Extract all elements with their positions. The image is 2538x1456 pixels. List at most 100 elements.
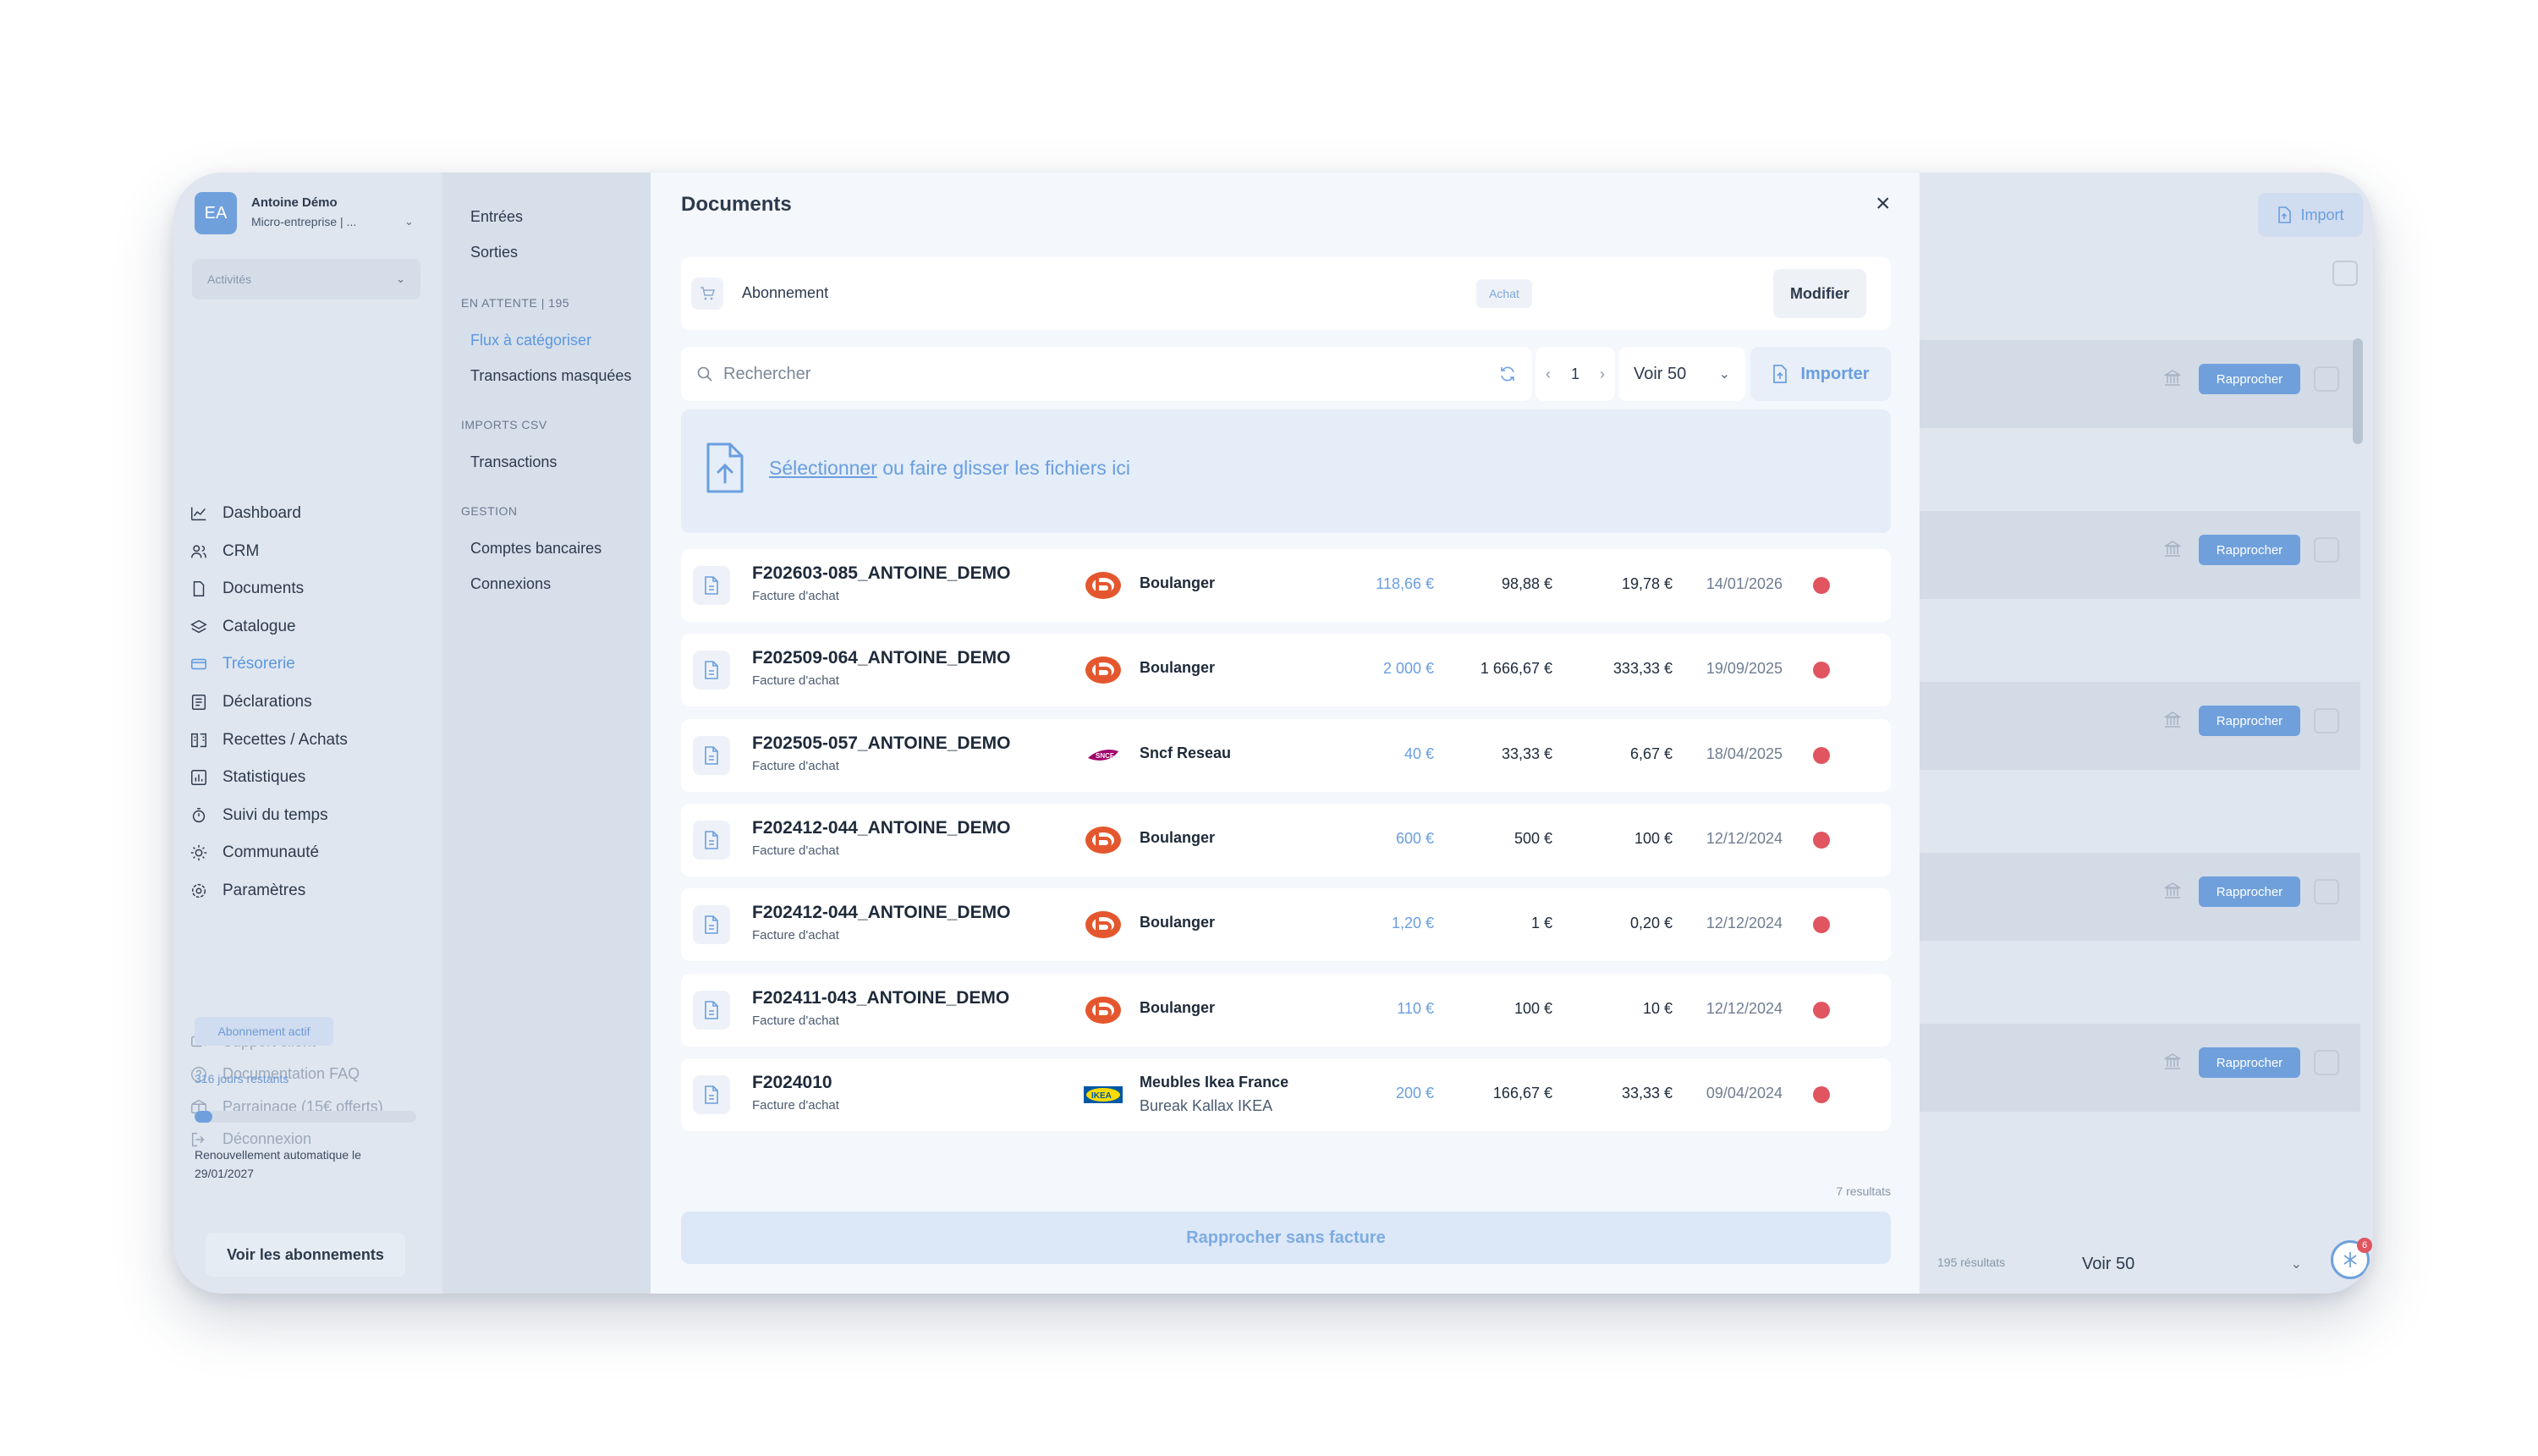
bank-icon[interactable] xyxy=(2163,1052,2182,1075)
status-dot xyxy=(1813,916,1830,934)
amount-ht: 500 € xyxy=(1513,829,1552,847)
avatar[interactable]: EA xyxy=(195,192,237,234)
view-subscriptions-button[interactable]: Voir les abonnements xyxy=(206,1233,405,1277)
search-input[interactable]: Rechercher xyxy=(723,364,811,383)
sidebar-item-documents[interactable]: Documents xyxy=(189,573,426,605)
row-checkbox[interactable] xyxy=(2314,537,2339,563)
search-icon xyxy=(697,366,712,382)
modify-button[interactable]: Modifier xyxy=(1773,269,1866,318)
document-icon xyxy=(693,1074,730,1114)
activities-select[interactable]: Activités ⌄ xyxy=(192,259,420,299)
sidebar-item-trésorerie[interactable]: Trésorerie xyxy=(189,648,426,680)
import-button-bg[interactable]: Import xyxy=(2258,193,2363,237)
document-date: 14/01/2026 xyxy=(1706,575,1783,592)
amount-ttc: 40 € xyxy=(1404,744,1434,762)
sidebar-item-label: Trésorerie xyxy=(222,655,295,673)
logout-icon xyxy=(189,1129,209,1150)
document-date: 12/12/2024 xyxy=(1706,829,1783,847)
supplier-name: Boulanger xyxy=(1140,998,1216,1016)
document-name: F202412-044_ANTOINE_DEMO xyxy=(752,903,1011,923)
file-dropzone[interactable]: Sélectionner ou faire glisser les fichie… xyxy=(681,409,1891,533)
bank-icon[interactable] xyxy=(2163,882,2182,904)
gear-icon xyxy=(189,881,209,901)
row-checkbox[interactable] xyxy=(2314,1050,2339,1075)
scrollbar[interactable] xyxy=(2353,338,2363,444)
document-type: Facture d'achat xyxy=(752,1097,839,1113)
supplier-name: Boulanger xyxy=(1140,659,1216,677)
import-button[interactable]: Importer xyxy=(1750,347,1891,401)
document-row[interactable]: F202412-044_ANTOINE_DEMO Facture d'achat B… xyxy=(681,803,1891,876)
reconcile-button[interactable]: Rapprocher xyxy=(2199,876,2300,907)
sidebar-item-label: Paramètres xyxy=(222,882,306,899)
close-icon[interactable]: × xyxy=(1876,190,1891,217)
sidebar-item-param-tres[interactable]: Paramètres xyxy=(189,875,426,907)
per-page-select[interactable]: Voir 50 ⌄ xyxy=(1618,347,1745,401)
subnav-exits[interactable]: Sorties xyxy=(470,244,519,261)
footer-link-label: Parrainage (15€ offerts) xyxy=(222,1097,383,1115)
reconcile-without-invoice-button[interactable]: Rapprocher sans facture xyxy=(681,1212,1891,1264)
document-type: Facture d'achat xyxy=(752,673,839,689)
document-type: Facture d'achat xyxy=(752,589,839,603)
status-dot xyxy=(1813,577,1830,594)
supplier-logo-boulanger xyxy=(1084,824,1123,856)
status-dot xyxy=(1813,831,1830,849)
user-company[interactable]: Micro-entreprise | ... xyxy=(251,215,357,228)
sidebar-item-communauté[interactable]: Communauté xyxy=(189,837,426,869)
sidebar-item-crm[interactable]: CRM xyxy=(189,536,426,568)
chevron-right-icon[interactable]: › xyxy=(1599,365,1605,382)
amount-ttc: 118,66 € xyxy=(1376,575,1434,592)
sidebar-item-déclarations[interactable]: Déclarations xyxy=(189,686,426,718)
subnav-entries[interactable]: Entrées xyxy=(470,208,524,225)
bank-icon[interactable] xyxy=(2163,540,2182,563)
document-row[interactable]: F2024010 Facture d'achat IKEA Meubles Ikea … xyxy=(681,1058,1891,1131)
footer-link-1[interactable]: Documentation FAQ xyxy=(189,1058,426,1091)
subnav-bank-accounts[interactable]: Comptes bancaires xyxy=(470,540,602,557)
layers-icon xyxy=(189,617,209,637)
subnav-csv-header: IMPORTS CSV xyxy=(461,418,547,431)
row-checkbox[interactable] xyxy=(2314,708,2339,733)
results-count: 7 resultats xyxy=(1836,1184,1891,1198)
row-checkbox[interactable] xyxy=(2314,366,2339,392)
bank-icon[interactable] xyxy=(2163,369,2182,392)
document-row[interactable]: F202603-085_ANTOINE_DEMO Facture d'achat B… xyxy=(681,549,1891,622)
select-files-link[interactable]: Sélectionner xyxy=(769,457,877,479)
user-name[interactable]: Antoine Démo xyxy=(251,195,338,210)
sidebar-item-label: Statistiques xyxy=(222,768,306,787)
supplier-name: Boulanger xyxy=(1140,574,1216,591)
document-row[interactable]: F202411-043_ANTOINE_DEMO Facture d'achat B… xyxy=(681,973,1891,1047)
chevron-left-icon[interactable]: ‹ xyxy=(1545,365,1551,382)
sidebar-item-statistiques[interactable]: Statistiques xyxy=(189,761,426,794)
upload-file-icon xyxy=(705,442,745,498)
subnav-to-categorize[interactable]: Flux à catégoriser xyxy=(470,332,592,349)
page-number[interactable]: 1 xyxy=(1570,365,1579,382)
document-row[interactable]: F202412-044_ANTOINE_DEMO Facture d'achat B… xyxy=(681,888,1891,962)
amount-ttc: 2 000 € xyxy=(1382,660,1434,678)
sidebar-item-suivi-du-temps[interactable]: Suivi du temps xyxy=(189,799,426,832)
document-icon xyxy=(693,566,730,605)
sidebar-item-recettes-achats[interactable]: Recettes / Achats xyxy=(189,724,426,756)
subnav-masked-transactions[interactable]: Transactions masquées xyxy=(470,367,632,384)
bank-icon[interactable] xyxy=(2163,711,2182,733)
subnav-connections[interactable]: Connexions xyxy=(470,575,552,592)
file-icon xyxy=(189,579,209,599)
sidebar-item-label: CRM xyxy=(222,541,260,560)
subnav-transactions[interactable]: Transactions xyxy=(470,453,558,470)
chevron-down-icon[interactable]: ⌄ xyxy=(404,215,414,228)
select-all-checkbox[interactable] xyxy=(2332,261,2358,286)
svg-text:SNCF: SNCF xyxy=(1096,752,1114,760)
reconcile-button[interactable]: Rapprocher xyxy=(2199,706,2300,736)
reconcile-button[interactable]: Rapprocher xyxy=(2199,535,2300,565)
search-bar[interactable]: Rechercher xyxy=(681,347,1532,401)
assistant-button[interactable]: 6 xyxy=(2331,1238,2372,1279)
reconcile-button[interactable]: Rapprocher xyxy=(2199,1047,2300,1078)
sidebar-item-catalogue[interactable]: Catalogue xyxy=(189,611,426,643)
document-row[interactable]: F202509-064_ANTOINE_DEMO Facture d'achat B… xyxy=(681,634,1891,707)
sidebar-item-dashboard[interactable]: Dashboard xyxy=(189,497,426,530)
document-type: Facture d'achat xyxy=(752,843,839,858)
document-row[interactable]: F202505-057_ANTOINE_DEMO Facture d'achat S… xyxy=(681,718,1891,792)
per-page-select-bg[interactable]: Voir 50 ⌄ xyxy=(2082,1247,2302,1281)
reconcile-button[interactable]: Rapprocher xyxy=(2199,364,2300,394)
row-checkbox[interactable] xyxy=(2314,879,2339,904)
supplier-logo-ikea: IKEA xyxy=(1084,1079,1123,1111)
footer-link-3[interactable]: Déconnexion xyxy=(189,1124,426,1156)
